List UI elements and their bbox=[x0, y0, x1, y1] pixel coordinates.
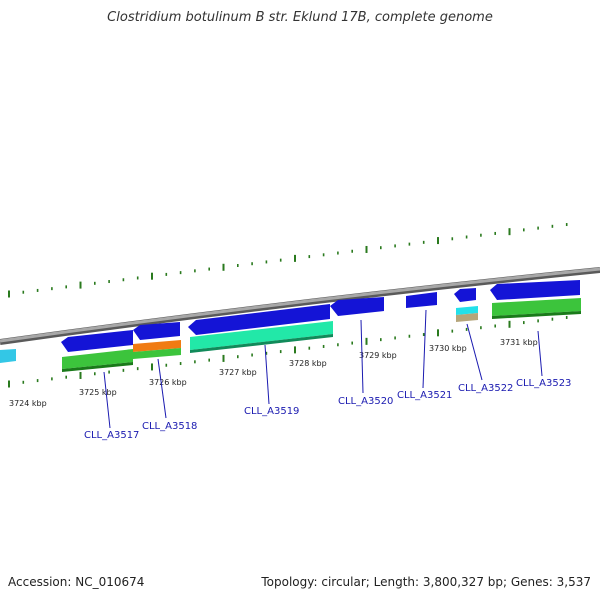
gene-label-cll-a3520[interactable]: CLL_A3520 bbox=[338, 396, 393, 407]
kbp-markers: 3724 kbp 3725 kbp 3726 kbp 3727 kbp 3728… bbox=[9, 338, 538, 408]
cds-feature-partial[interactable] bbox=[0, 349, 16, 363]
kbp-label: 3729 kbp bbox=[359, 351, 397, 360]
cds-arrow-3523[interactable] bbox=[490, 280, 580, 300]
upper-tick-row bbox=[8, 223, 568, 298]
cyan-feature-3522[interactable] bbox=[456, 306, 478, 315]
cds-track bbox=[61, 280, 580, 352]
cds-arrow-3518[interactable] bbox=[133, 322, 180, 340]
cds-arrow-3519[interactable] bbox=[188, 304, 330, 335]
green-feature-3518[interactable] bbox=[133, 348, 181, 359]
kbp-label: 3730 kbp bbox=[429, 344, 467, 353]
kbp-label: 3726 kbp bbox=[149, 378, 187, 387]
teal-feature-3519[interactable] bbox=[190, 321, 333, 350]
kbp-label: 3724 kbp bbox=[9, 399, 47, 408]
gene-label-cll-a3523[interactable]: CLL_A3523 bbox=[516, 378, 571, 389]
accession-text: Accession: NC_010674 bbox=[8, 575, 145, 589]
kbp-label: 3725 kbp bbox=[79, 388, 117, 397]
gene-leader-lines bbox=[103, 309, 543, 429]
tan-feature-3522[interactable] bbox=[456, 313, 478, 322]
cds-arrow-3521[interactable] bbox=[406, 292, 437, 308]
gene-label-cll-a3522[interactable]: CLL_A3522 bbox=[458, 383, 513, 394]
genome-summary-text: Topology: circular; Length: 3,800,327 bp… bbox=[261, 575, 591, 589]
map-title: Clostridium botulinum B str. Eklund 17B,… bbox=[107, 10, 493, 25]
kbp-label: 3728 kbp bbox=[289, 359, 327, 368]
cds-arrow-3517[interactable] bbox=[61, 330, 133, 352]
kbp-label: 3727 kbp bbox=[219, 368, 257, 377]
cds-arrow-3520[interactable] bbox=[330, 297, 384, 316]
green-feature-3523[interactable] bbox=[492, 298, 581, 316]
gene-labels: CLL_A3517 CLL_A3518 CLL_A3519 CLL_A3520 … bbox=[84, 378, 571, 441]
feature-track bbox=[62, 298, 581, 372]
cds-arrow-3522[interactable] bbox=[454, 288, 476, 302]
gene-label-cll-a3518[interactable]: CLL_A3518 bbox=[142, 421, 197, 432]
genome-backbone bbox=[0, 267, 600, 343]
green-feature-3517[interactable] bbox=[62, 349, 133, 369]
gene-label-cll-a3517[interactable]: CLL_A3517 bbox=[84, 430, 139, 441]
gene-label-cll-a3521[interactable]: CLL_A3521 bbox=[397, 390, 452, 401]
lower-tick-row bbox=[8, 315, 568, 388]
gene-label-cll-a3519[interactable]: CLL_A3519 bbox=[244, 406, 299, 417]
kbp-label: 3731 kbp bbox=[500, 338, 538, 347]
